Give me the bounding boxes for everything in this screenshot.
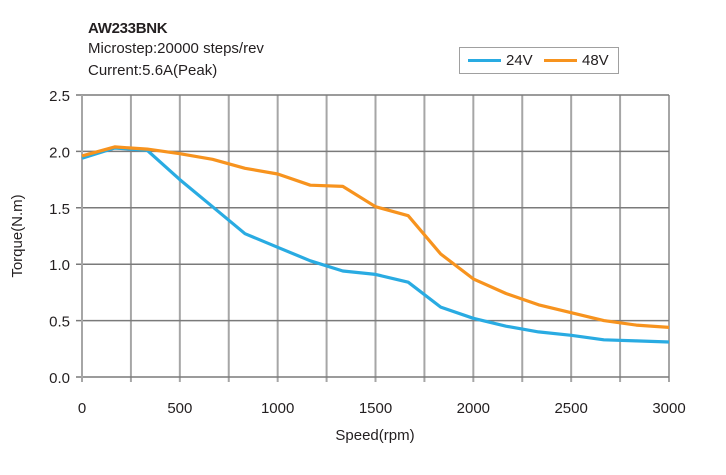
chart-subtitle-microstep: Microstep:20000 steps/rev — [88, 40, 264, 57]
series-line-48v — [81, 145, 670, 329]
x-tick-label: 1000 — [261, 400, 294, 417]
series-lines — [81, 145, 670, 344]
y-tick-label: 2.0 — [49, 144, 70, 161]
legend-label-24v: 24V — [506, 52, 533, 69]
tick-labels: 0 500 1000 1500 2000 2500 3000 0.0 0.5 1.0 1.5 2.0 2… — [49, 88, 686, 417]
legend-swatch-24v — [468, 59, 501, 62]
series-line-24v — [81, 146, 670, 344]
legend-swatch-48v — [544, 59, 577, 62]
y-tick-label: 0.5 — [49, 314, 70, 331]
x-tick-label: 0 — [78, 400, 86, 417]
legend-item-48v: 48V — [544, 52, 609, 69]
legend-item-24v: 24V — [468, 52, 533, 69]
grid-lines — [76, 94, 670, 382]
legend: 24V 48V — [459, 47, 619, 74]
x-axis-label: Speed(rpm) — [335, 427, 414, 444]
y-tick-label: 1.0 — [49, 257, 70, 274]
chart-title: AW233BNK — [88, 20, 168, 37]
x-tick-label: 2500 — [554, 400, 587, 417]
chart-subtitle-current: Current:5.6A(Peak) — [88, 62, 218, 79]
y-axis-label: Torque(N.m) — [9, 194, 26, 277]
x-tick-label: 500 — [167, 400, 192, 417]
y-tick-label: 1.5 — [49, 201, 70, 218]
x-tick-label: 3000 — [652, 400, 685, 417]
y-tick-label: 0.0 — [49, 370, 70, 387]
legend-label-48v: 48V — [582, 52, 609, 69]
x-tick-label: 1500 — [359, 400, 392, 417]
y-tick-label: 2.5 — [49, 88, 70, 105]
x-tick-label: 2000 — [457, 400, 490, 417]
